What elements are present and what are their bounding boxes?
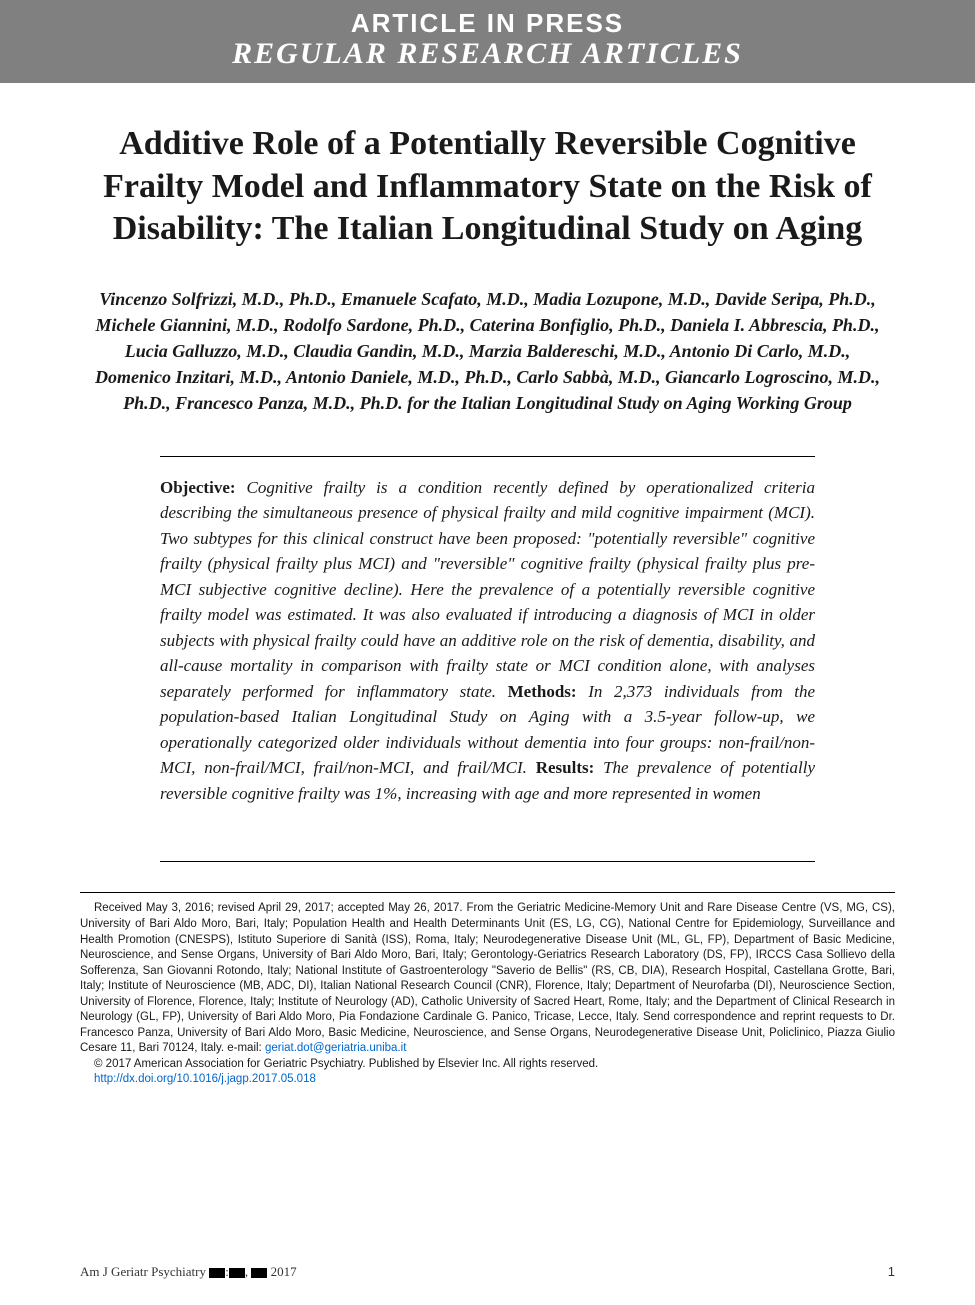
article-content: Additive Role of a Potentially Reversibl…	[0, 83, 975, 862]
article-section-label: REGULAR RESEARCH ARTICLES	[0, 37, 975, 71]
placeholder-box-icon	[209, 1268, 225, 1278]
abstract-label-results: Results:	[536, 758, 595, 777]
abstract-label-objective: Objective:	[160, 478, 236, 497]
abstract-block: Objective: Cognitive frailty is a condit…	[160, 456, 815, 863]
abstract-objective-text: Cognitive frailty is a condition recentl…	[160, 478, 815, 701]
abstract-text: Objective: Cognitive frailty is a condit…	[160, 475, 815, 807]
journal-citation: Am J Geriatr Psychiatry :, 2017	[80, 1264, 297, 1280]
page-footer: Am J Geriatr Psychiatry :, 2017 1	[0, 1264, 975, 1280]
article-status-header: ARTICLE IN PRESS REGULAR RESEARCH ARTICL…	[0, 0, 975, 83]
article-footer-metadata: Received May 3, 2016; revised April 29, …	[80, 892, 895, 1087]
abstract-label-methods: Methods:	[508, 682, 577, 701]
copyright-text: © 2017 American Association for Geriatri…	[80, 1057, 895, 1073]
doi-link[interactable]: http://dx.doi.org/10.1016/j.jagp.2017.05…	[94, 1073, 316, 1085]
placeholder-box-icon	[229, 1268, 245, 1278]
article-in-press-label: ARTICLE IN PRESS	[0, 8, 975, 39]
correspondence-email-link[interactable]: geriat.dot@geriatria.uniba.it	[265, 1042, 406, 1054]
page-number: 1	[888, 1264, 895, 1280]
received-affiliations-text: Received May 3, 2016; revised April 29, …	[80, 901, 895, 1056]
author-list: Vincenzo Solfrizzi, M.D., Ph.D., Emanuel…	[80, 286, 895, 416]
placeholder-box-icon	[251, 1268, 267, 1278]
article-title: Additive Role of a Potentially Reversibl…	[80, 123, 895, 251]
